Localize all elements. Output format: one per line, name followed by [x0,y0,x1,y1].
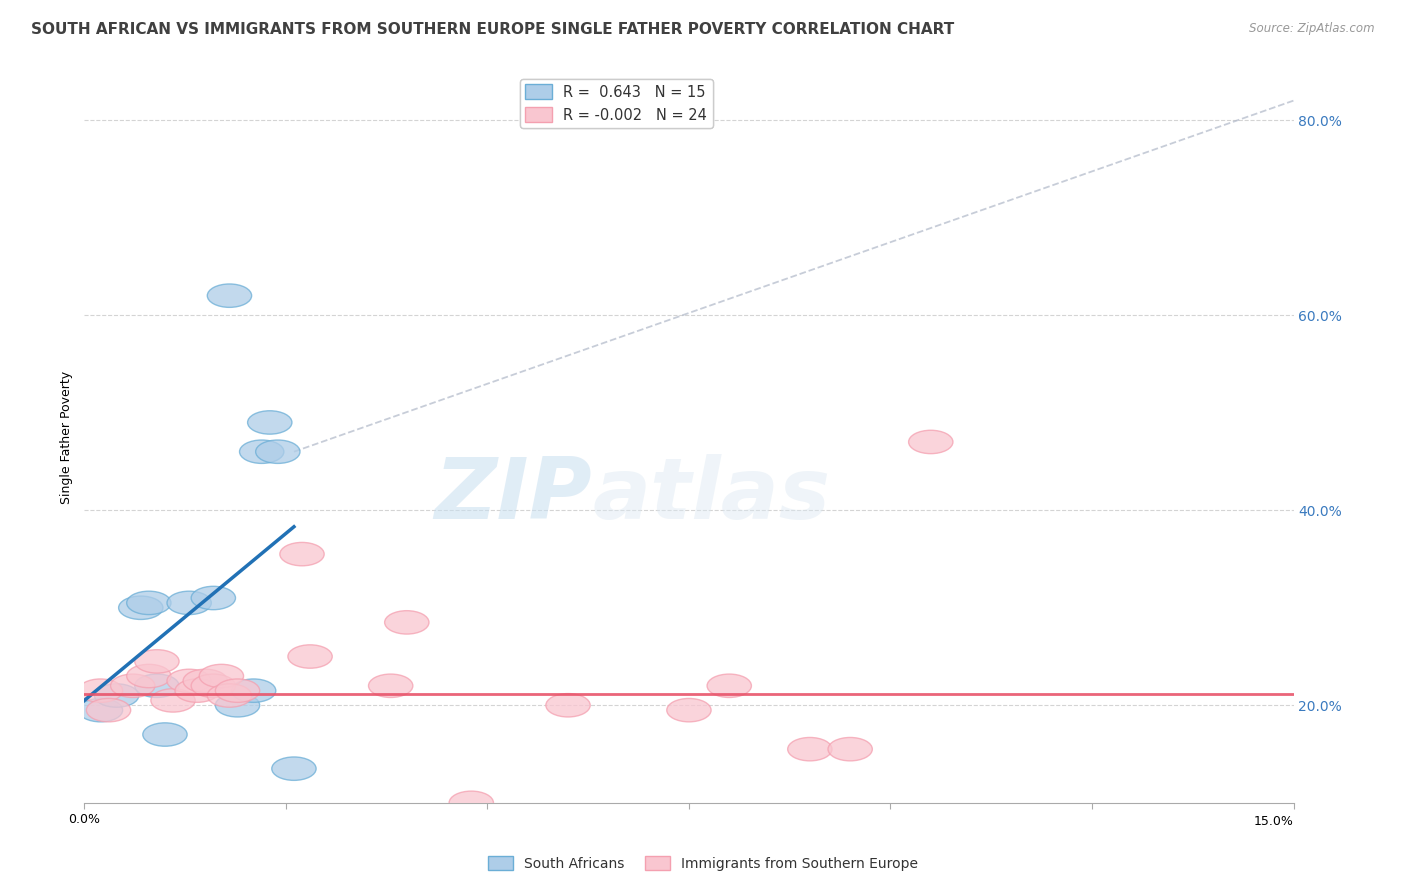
Ellipse shape [271,757,316,780]
Ellipse shape [167,669,211,692]
Ellipse shape [191,674,236,698]
Text: SOUTH AFRICAN VS IMMIGRANTS FROM SOUTHERN EUROPE SINGLE FATHER POVERTY CORRELATI: SOUTH AFRICAN VS IMMIGRANTS FROM SOUTHER… [31,22,955,37]
Ellipse shape [135,674,179,698]
Ellipse shape [215,679,260,702]
Ellipse shape [707,674,751,698]
Ellipse shape [176,679,219,702]
Ellipse shape [280,542,325,566]
Ellipse shape [207,284,252,308]
Ellipse shape [215,694,260,717]
Ellipse shape [183,669,228,692]
Ellipse shape [385,611,429,634]
Text: 15.0%: 15.0% [1254,815,1294,829]
Legend: R =  0.643   N = 15, R = -0.002   N = 24: R = 0.643 N = 15, R = -0.002 N = 24 [520,78,713,128]
Ellipse shape [79,698,122,722]
Ellipse shape [127,665,172,688]
Ellipse shape [135,649,179,673]
Ellipse shape [191,586,236,610]
Ellipse shape [239,440,284,464]
Ellipse shape [111,674,155,698]
Ellipse shape [449,791,494,814]
Text: Source: ZipAtlas.com: Source: ZipAtlas.com [1250,22,1375,36]
Ellipse shape [118,596,163,619]
Text: atlas: atlas [592,454,831,537]
Ellipse shape [787,738,832,761]
Y-axis label: Single Father Poverty: Single Father Poverty [59,370,73,504]
Ellipse shape [666,698,711,722]
Ellipse shape [200,665,243,688]
Ellipse shape [232,679,276,702]
Ellipse shape [150,689,195,712]
Ellipse shape [207,684,252,707]
Ellipse shape [167,591,211,615]
Ellipse shape [79,679,122,702]
Ellipse shape [368,674,413,698]
Ellipse shape [288,645,332,668]
Ellipse shape [127,591,172,615]
Ellipse shape [908,430,953,454]
Ellipse shape [828,738,872,761]
Text: ZIP: ZIP [434,454,592,537]
Ellipse shape [546,694,591,717]
Ellipse shape [86,698,131,722]
Ellipse shape [94,684,139,707]
Legend: South Africans, Immigrants from Southern Europe: South Africans, Immigrants from Southern… [482,850,924,876]
Ellipse shape [247,410,292,434]
Ellipse shape [256,440,299,464]
Ellipse shape [143,723,187,747]
